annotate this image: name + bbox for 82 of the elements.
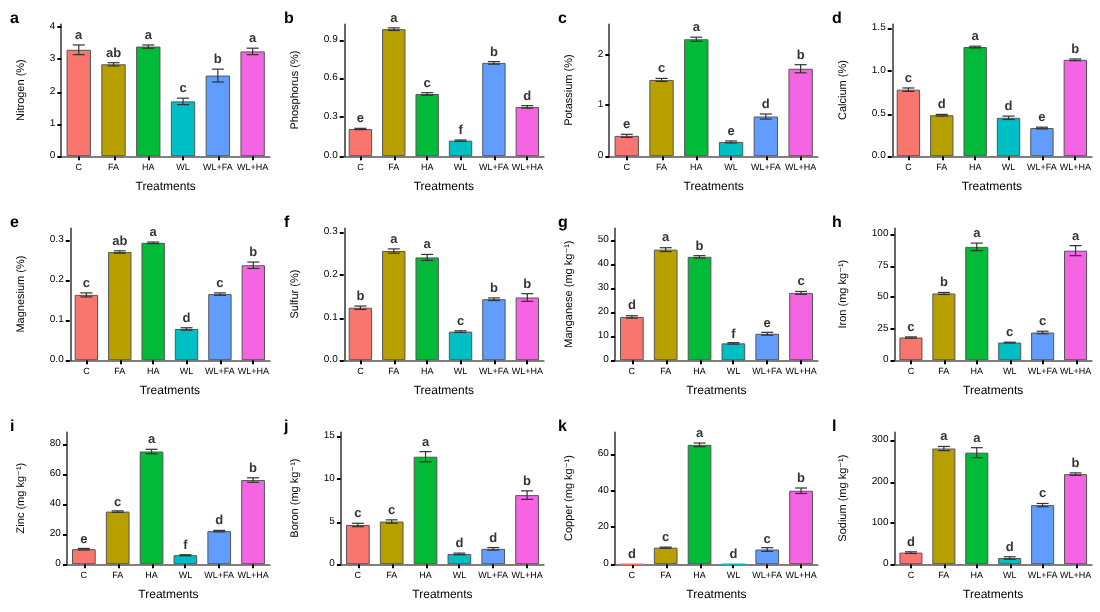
bar xyxy=(382,251,406,361)
bar xyxy=(66,49,91,157)
bar xyxy=(789,292,813,361)
chart-title: c xyxy=(558,9,568,27)
bar xyxy=(996,117,1021,157)
bar xyxy=(205,75,231,157)
bar xyxy=(789,490,813,565)
bar xyxy=(1030,128,1054,157)
chart-title: l xyxy=(832,417,837,435)
bar xyxy=(899,337,923,361)
bar xyxy=(718,141,744,157)
chart-title: j xyxy=(282,417,289,435)
bar xyxy=(899,552,923,565)
bar xyxy=(348,307,373,361)
bar xyxy=(965,452,989,565)
bar xyxy=(614,135,639,157)
bar xyxy=(208,294,232,361)
bar xyxy=(240,51,265,157)
bar xyxy=(998,342,1022,361)
chart-title: i xyxy=(10,417,15,435)
bar xyxy=(415,257,439,361)
bar xyxy=(241,265,265,361)
bar xyxy=(965,246,989,361)
bar xyxy=(170,101,196,157)
bar xyxy=(207,531,232,565)
bar xyxy=(721,343,746,361)
chart-title: g xyxy=(558,213,568,231)
bar xyxy=(653,547,678,565)
bar xyxy=(687,256,712,361)
bar xyxy=(105,511,130,565)
bar xyxy=(139,451,164,565)
bar xyxy=(481,548,506,565)
bar xyxy=(74,294,99,361)
bar xyxy=(653,249,678,361)
chart-title: k xyxy=(558,417,568,435)
bar xyxy=(515,495,539,565)
chart-title: a xyxy=(10,9,20,27)
bar xyxy=(415,93,439,157)
bar xyxy=(448,140,473,157)
chart-title: e xyxy=(10,213,20,231)
bar xyxy=(620,316,644,361)
bar xyxy=(482,299,506,361)
bar xyxy=(896,89,921,157)
chart-title: d xyxy=(832,9,842,27)
bar xyxy=(72,549,96,565)
bar xyxy=(930,115,954,157)
chart-title: h xyxy=(832,213,842,231)
bar xyxy=(447,553,472,565)
bar xyxy=(482,62,506,157)
bar xyxy=(413,456,438,565)
bar xyxy=(141,242,165,361)
bar xyxy=(684,39,709,157)
chart-title: f xyxy=(284,213,290,231)
bar xyxy=(136,46,161,157)
bar xyxy=(932,448,956,565)
bar xyxy=(1031,505,1055,565)
bar xyxy=(1064,474,1088,565)
bar xyxy=(379,521,404,565)
bar xyxy=(241,480,265,565)
bar xyxy=(348,128,373,157)
bar xyxy=(1031,332,1055,361)
bar xyxy=(755,549,780,565)
bar xyxy=(649,79,674,157)
bar xyxy=(755,333,780,361)
bar xyxy=(448,331,473,361)
bar xyxy=(515,106,539,157)
bar xyxy=(173,555,198,565)
bar xyxy=(1064,250,1088,361)
bar xyxy=(108,252,132,361)
bar xyxy=(788,68,813,157)
bar xyxy=(753,116,779,157)
bar xyxy=(515,297,539,361)
bar xyxy=(346,524,370,565)
bar xyxy=(932,293,956,361)
bar xyxy=(963,47,987,157)
chart-title: b xyxy=(284,9,294,27)
bar xyxy=(101,64,126,157)
bar xyxy=(998,558,1022,565)
bar xyxy=(382,29,406,157)
bar xyxy=(1063,59,1087,157)
bar xyxy=(174,328,199,361)
bar xyxy=(687,444,712,565)
